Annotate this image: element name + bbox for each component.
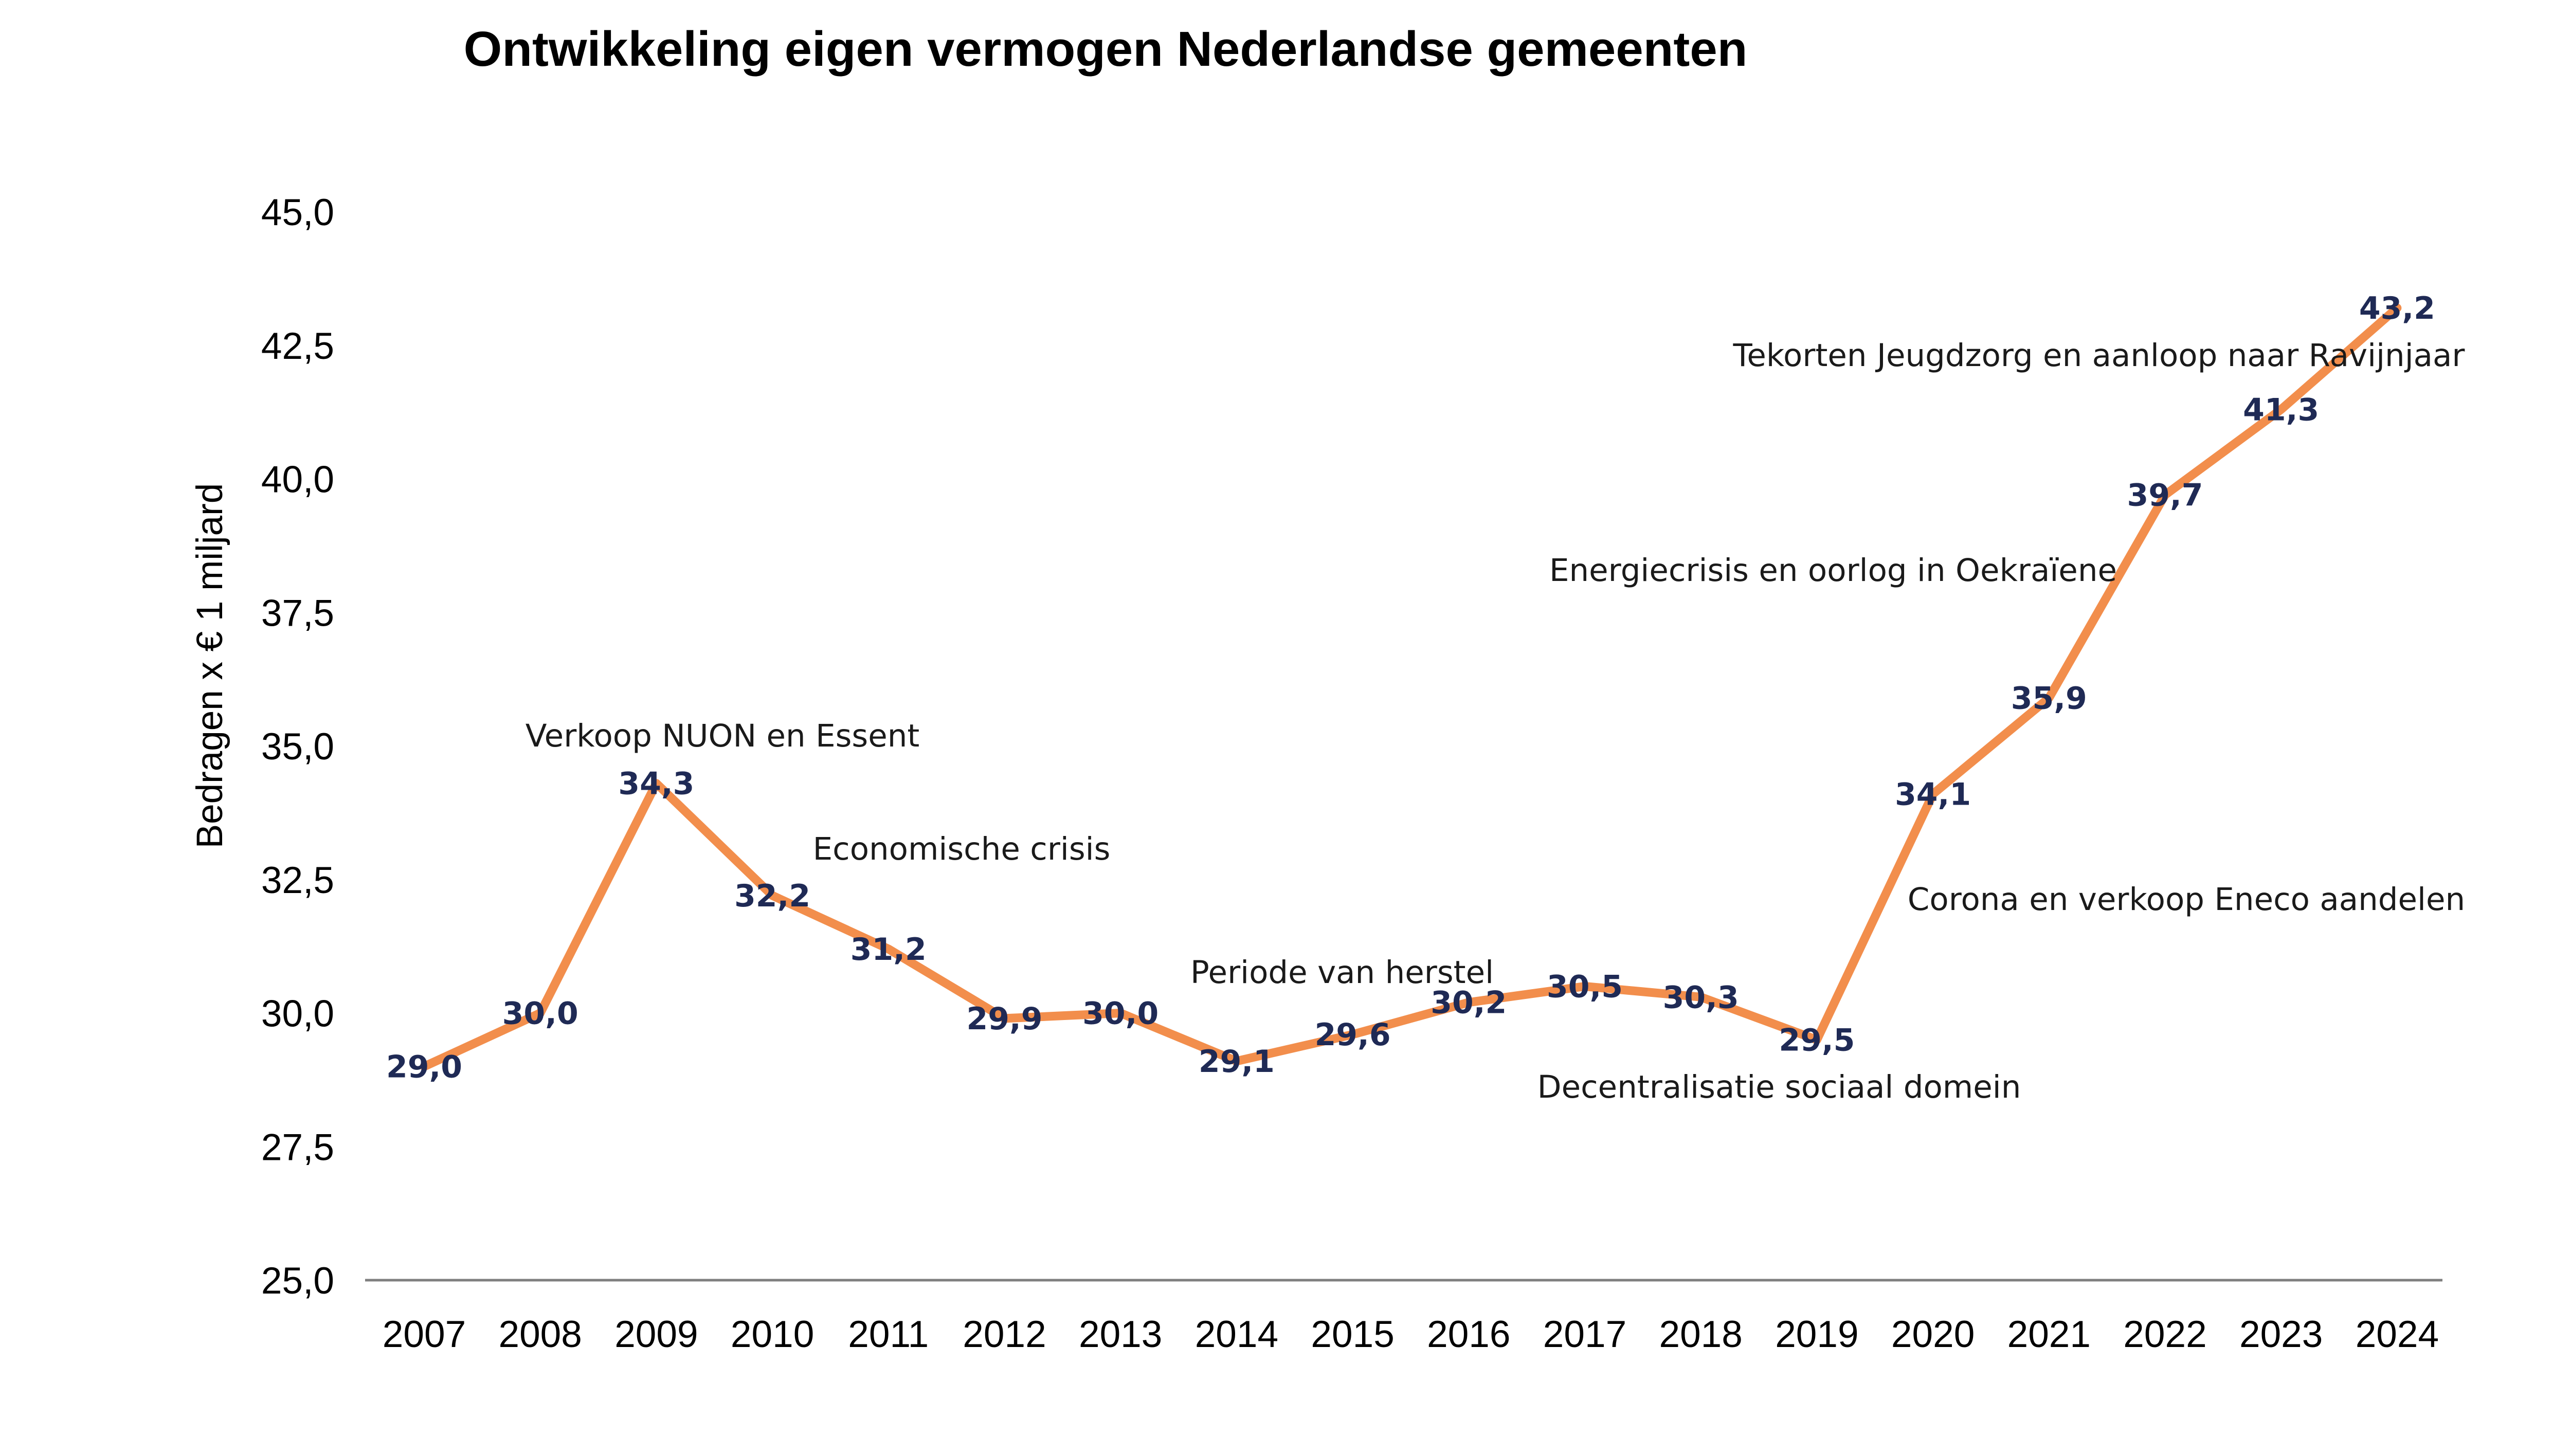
x-tick-label: 2008	[498, 1314, 582, 1355]
y-tick-label: 25,0	[261, 1260, 334, 1302]
x-tick-label: 2018	[1659, 1314, 1742, 1355]
data-label: 41,3	[2243, 392, 2319, 428]
data-label: 32,2	[734, 878, 810, 914]
x-tick-label: 2007	[383, 1314, 466, 1355]
x-tick-label: 2022	[2123, 1314, 2206, 1355]
annotation-verkoop-nuon: Verkoop NUON en Essent	[526, 718, 920, 754]
data-label: 35,9	[2011, 680, 2087, 716]
x-tick-label: 2012	[963, 1314, 1046, 1355]
data-label: 29,0	[386, 1049, 462, 1085]
x-tick-label: 2009	[614, 1314, 698, 1355]
annotations: Verkoop NUON en Essent Economische crisi…	[526, 337, 2466, 1105]
data-label: 29,1	[1199, 1044, 1275, 1080]
data-label: 29,5	[1779, 1022, 1855, 1058]
data-label: 34,1	[1895, 777, 1971, 813]
data-label: 30,0	[1082, 996, 1158, 1032]
data-label: 30,3	[1663, 979, 1739, 1015]
chart-title: Ontwikkeling eigen vermogen Nederlandse …	[464, 22, 1748, 77]
y-tick-label: 32,5	[261, 860, 334, 901]
x-tick-label: 2015	[1311, 1314, 1394, 1355]
data-label: 29,9	[966, 1001, 1042, 1037]
data-label: 34,3	[618, 766, 694, 802]
x-tick-label: 2010	[731, 1314, 814, 1355]
x-tick-label: 2019	[1775, 1314, 1858, 1355]
x-axis-ticks: 2007 2008 2009 2010 2011 2012 2013 2014 2015 2016…	[383, 1314, 2439, 1355]
data-labels: 29,0 30,0 34,3 32,2 31,2 29,9 30,0 29,1 29,6 30,2…	[386, 290, 2435, 1085]
x-tick-label: 2014	[1195, 1314, 1278, 1355]
y-tick-label: 40,0	[261, 459, 334, 501]
y-tick-label: 37,5	[261, 592, 334, 634]
data-label: 30,2	[1431, 985, 1507, 1021]
annotation-energiecrisis: Energiecrisis en oorlog in Oekraïene	[1549, 552, 2117, 589]
y-tick-label: 42,5	[261, 325, 334, 367]
x-tick-label: 2017	[1543, 1314, 1626, 1355]
annotation-periode-van-herstel: Periode van herstel	[1190, 954, 1494, 991]
y-tick-label: 35,0	[261, 726, 334, 768]
y-tick-label: 30,0	[261, 993, 334, 1035]
x-tick-label: 2011	[848, 1314, 929, 1355]
x-tick-label: 2016	[1427, 1314, 1510, 1355]
data-label: 30,0	[502, 996, 578, 1032]
series-line	[420, 303, 2402, 1071]
x-tick-label: 2013	[1079, 1314, 1162, 1355]
x-tick-label: 2020	[1891, 1314, 1975, 1355]
y-axis-label: Bedragen x € 1 miljard	[190, 483, 230, 848]
data-label: 31,2	[850, 932, 927, 968]
annotation-corona-eneco: Corona en verkoop Eneco aandelen	[1908, 881, 2465, 918]
y-axis-ticks: 25,0 27,5 30,0 32,5 35,0 37,5 40,0 42,5 45,0	[261, 192, 334, 1302]
x-tick-label: 2023	[2239, 1314, 2323, 1355]
x-tick-label: 2021	[2007, 1314, 2091, 1355]
annotation-decentralisatie: Decentralisatie sociaal domein	[1537, 1069, 2021, 1105]
y-tick-label: 45,0	[261, 192, 334, 233]
data-label: 43,2	[2359, 290, 2435, 326]
x-tick-label: 2024	[2356, 1314, 2439, 1355]
data-label: 30,5	[1547, 969, 1623, 1005]
annotation-tekorten-jeugdzorg: Tekorten Jeugdzorg en aanloop naar Ravij…	[1732, 337, 2465, 374]
annotation-economische-crisis: Economische crisis	[813, 831, 1111, 867]
y-tick-label: 27,5	[261, 1126, 334, 1168]
data-label: 29,6	[1315, 1017, 1391, 1053]
data-label: 39,7	[2127, 478, 2203, 514]
